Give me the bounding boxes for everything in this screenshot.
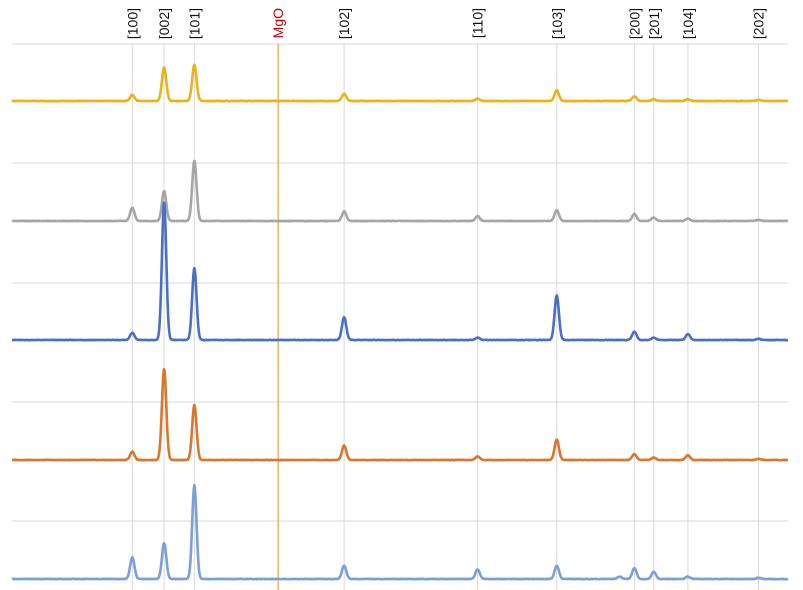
peak-label-5: [103] (549, 8, 565, 39)
series-line-4 (11, 367, 789, 462)
series-line-1 (11, 63, 789, 103)
peak-label-1: [002] (156, 8, 172, 39)
peak-label-7: [201] (646, 8, 662, 39)
series-line-5 (11, 483, 789, 581)
peak-label-6: [200] (626, 8, 642, 39)
peak-label-2: [101] (186, 8, 202, 39)
series-group (11, 63, 789, 581)
gridlines (12, 43, 788, 590)
peak-label-9: [202] (751, 8, 767, 39)
peak-label-8: [104] (680, 8, 696, 39)
peak-label-0: [100] (124, 8, 140, 39)
series-line-2 (11, 159, 789, 223)
series-line-3 (11, 201, 789, 342)
peak-label-3: [102] (336, 8, 352, 39)
peak-labels-group: [100] [002] [101] [102] [110] [103] [200] [201]… (124, 8, 766, 39)
reference-label-mgo: MgO (270, 8, 286, 38)
peak-label-4: [110] (470, 8, 486, 38)
